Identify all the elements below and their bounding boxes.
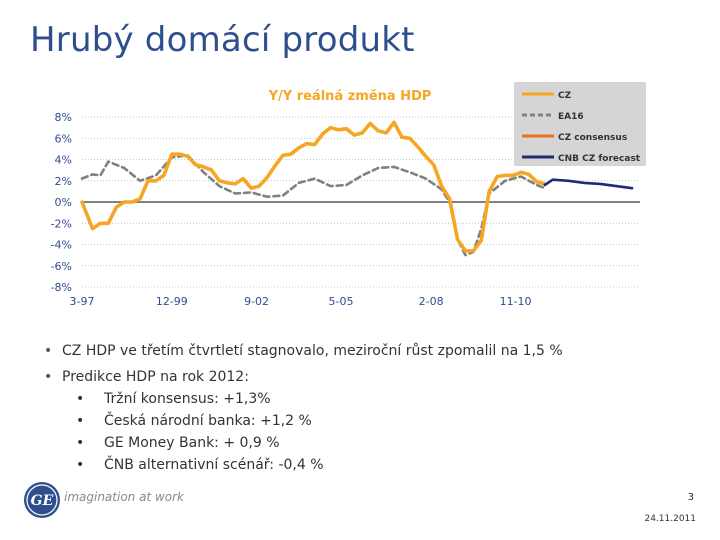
y-tick-label: -2% [51, 217, 72, 230]
ge-logo-icon: GE [24, 482, 60, 518]
bullet-gdp-forecast: Predikce HDP na rok 2012: [42, 366, 563, 388]
y-axis-ticks: 8% 6% 4% 2% 0% -2% -4% -6% -8% [51, 111, 72, 294]
series-line-cnb-cz-forecast [543, 178, 634, 190]
sub-bullet: GE Money Bank: + 0,9 % [42, 432, 563, 454]
sub-bullet: Česká národní banka: +1,2 % [42, 410, 563, 432]
sub-bullet: ČNB alternativní scénář: -0,4 % [42, 454, 563, 476]
chart-title: Y/Y reálná změna HDP [268, 89, 432, 104]
tagline: imagination at work [64, 490, 184, 504]
series-line-ea16 [80, 154, 547, 257]
legend-label: CZ [558, 91, 572, 101]
y-tick-label: -8% [51, 281, 72, 294]
chart-legend: CZ EA16 CZ consensus CNB CZ forecast [514, 82, 646, 166]
sub-bullet: Tržní konsensus: +1,3% [42, 388, 563, 410]
y-tick-label: 2% [55, 175, 72, 188]
x-tick-label: 2-08 [419, 295, 444, 308]
y-tick-label: 4% [55, 154, 72, 167]
legend-box [514, 82, 646, 166]
x-tick-label: 12-99 [156, 295, 188, 308]
legend-label: CZ consensus [558, 133, 627, 143]
x-axis-ticks: 3-97 12-99 9-02 5-05 2-08 11-10 [70, 295, 532, 308]
legend-label: CNB CZ forecast [558, 154, 641, 164]
legend-label: EA16 [558, 112, 584, 122]
y-tick-label: -6% [51, 260, 72, 273]
y-tick-label: 0% [55, 196, 72, 209]
y-tick-label: -4% [51, 239, 72, 252]
slide-title: Hrubý domácí produkt [30, 20, 415, 60]
chart-series [80, 120, 634, 257]
x-tick-label: 11-10 [500, 295, 532, 308]
y-tick-label: 6% [55, 132, 72, 145]
chart-gridlines [82, 116, 640, 288]
slide-date: 24.11.2011 [644, 514, 696, 524]
ge-logo: GE [22, 480, 62, 524]
page-number: 3 [687, 492, 694, 503]
bullet-list: CZ HDP ve třetím čtvrtletí stagnovalo, m… [42, 340, 563, 476]
x-tick-label: 5-05 [329, 295, 354, 308]
x-tick-label: 3-97 [70, 295, 95, 308]
series-line-cz [80, 120, 547, 253]
x-tick-label: 9-02 [244, 295, 269, 308]
bullet-gdp-stagnation: CZ HDP ve třetím čtvrtletí stagnovalo, m… [42, 340, 563, 362]
gdp-line-chart: Y/Y reálná změna HDP 8% 6% 4% 2% 0% -2% -4% -6%… [51, 82, 646, 308]
y-tick-label: 8% [55, 111, 72, 124]
svg-text:GE: GE [31, 493, 54, 509]
